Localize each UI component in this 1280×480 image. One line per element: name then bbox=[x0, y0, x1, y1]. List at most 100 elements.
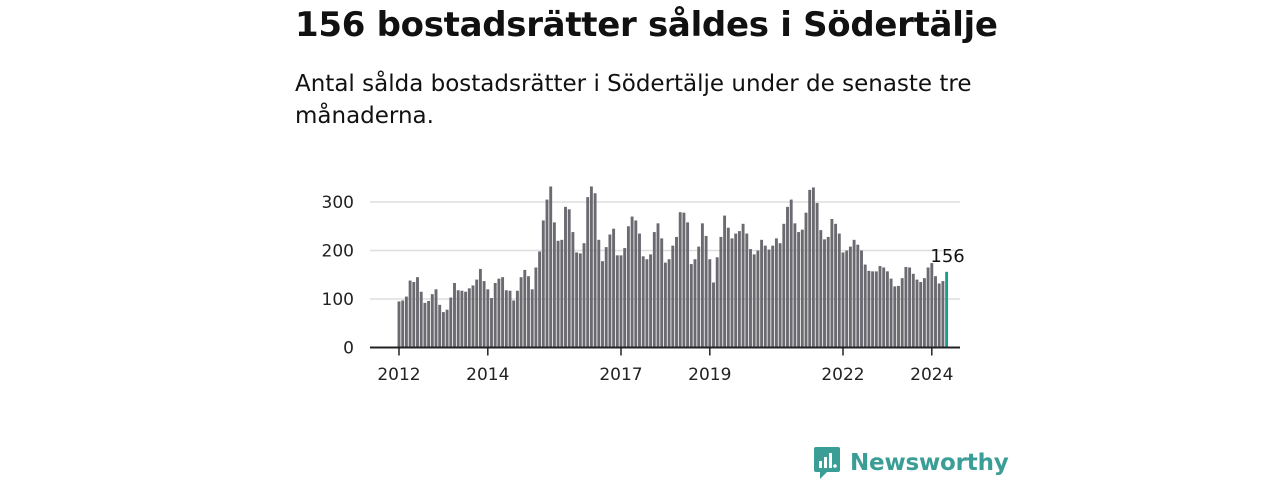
bar bbox=[656, 223, 660, 348]
bar bbox=[549, 186, 553, 348]
x-tick-label: 2014 bbox=[466, 365, 509, 385]
bar bbox=[519, 277, 523, 348]
x-tick-label: 2022 bbox=[821, 365, 864, 385]
bar bbox=[608, 234, 612, 348]
bar bbox=[408, 280, 412, 348]
bar bbox=[908, 267, 912, 348]
bar bbox=[475, 279, 479, 348]
bar bbox=[604, 247, 608, 348]
bar bbox=[615, 255, 619, 348]
bar bbox=[889, 278, 893, 348]
bar bbox=[541, 220, 545, 348]
bar bbox=[645, 259, 649, 348]
bar bbox=[456, 290, 460, 348]
bar bbox=[438, 304, 442, 348]
bar bbox=[941, 281, 945, 348]
bar bbox=[663, 262, 667, 348]
bar bbox=[652, 232, 656, 348]
bar bbox=[504, 290, 508, 348]
bar bbox=[497, 278, 501, 348]
bar bbox=[789, 199, 793, 348]
bar bbox=[649, 254, 653, 348]
bar bbox=[922, 278, 926, 348]
bar bbox=[815, 202, 819, 348]
bar bbox=[630, 216, 634, 348]
bar bbox=[441, 312, 445, 348]
bar bbox=[667, 259, 671, 348]
y-tick-label: 200 bbox=[322, 242, 354, 262]
bar bbox=[797, 232, 801, 348]
bar bbox=[934, 276, 937, 348]
bar bbox=[501, 277, 505, 348]
bar bbox=[593, 193, 597, 348]
bar bbox=[434, 289, 438, 348]
bar bbox=[911, 273, 915, 348]
x-tick-label: 2019 bbox=[688, 365, 731, 385]
bar-chart: 0 100 200 300 2012 2014 2017 2019 2022 2024 156 bbox=[322, 186, 965, 385]
bar bbox=[401, 300, 405, 348]
bar bbox=[874, 271, 878, 348]
bar bbox=[760, 239, 764, 348]
bar bbox=[745, 233, 749, 348]
bar bbox=[845, 250, 849, 348]
bar bbox=[723, 215, 727, 348]
logo-text: Newsworthy bbox=[850, 450, 1009, 476]
bar bbox=[730, 238, 734, 348]
value-annotation: 156 bbox=[930, 246, 964, 267]
bar bbox=[682, 212, 686, 348]
bar bbox=[586, 197, 590, 348]
bar bbox=[589, 186, 593, 348]
bar bbox=[882, 267, 886, 348]
bar bbox=[704, 235, 708, 348]
bar bbox=[819, 230, 823, 348]
bar bbox=[919, 282, 923, 348]
bar bbox=[700, 223, 704, 348]
bar bbox=[763, 245, 767, 348]
bar bbox=[552, 222, 556, 348]
bar bbox=[467, 288, 471, 348]
bar bbox=[397, 301, 401, 348]
bar bbox=[904, 266, 908, 348]
bar bbox=[527, 276, 530, 348]
bar bbox=[693, 259, 697, 348]
bar bbox=[786, 206, 789, 348]
bar bbox=[675, 236, 678, 348]
bar bbox=[826, 236, 830, 348]
bar bbox=[774, 238, 778, 348]
bar bbox=[867, 270, 871, 348]
bar bbox=[508, 290, 512, 348]
bar bbox=[830, 218, 834, 348]
bar bbox=[893, 286, 897, 348]
bar bbox=[671, 245, 675, 348]
bar bbox=[808, 189, 812, 348]
bar bbox=[626, 226, 630, 348]
bar bbox=[534, 267, 538, 348]
bar bbox=[545, 199, 549, 348]
x-tick-label: 2017 bbox=[599, 365, 642, 385]
bar bbox=[848, 246, 852, 348]
y-tick-label: 100 bbox=[322, 290, 354, 310]
bar bbox=[523, 269, 527, 348]
bar bbox=[612, 228, 616, 348]
newsworthy-logo[interactable]: Newsworthy bbox=[813, 446, 1009, 480]
bar bbox=[852, 239, 856, 348]
bar bbox=[464, 291, 468, 348]
bar bbox=[697, 246, 701, 348]
bar bbox=[430, 294, 434, 348]
bar bbox=[863, 264, 867, 348]
x-tick-label: 2012 bbox=[377, 365, 420, 385]
bar bbox=[737, 231, 741, 348]
bar bbox=[726, 227, 730, 348]
bar bbox=[538, 251, 542, 348]
bar bbox=[878, 266, 882, 348]
bar bbox=[926, 267, 930, 348]
bar bbox=[897, 285, 900, 348]
bar bbox=[719, 236, 723, 348]
bar bbox=[515, 290, 519, 348]
newsworthy-logo-icon bbox=[814, 447, 840, 479]
bar bbox=[419, 291, 423, 348]
bar bbox=[752, 254, 756, 348]
bar bbox=[885, 271, 889, 348]
bar bbox=[453, 283, 456, 348]
bar bbox=[482, 281, 486, 348]
